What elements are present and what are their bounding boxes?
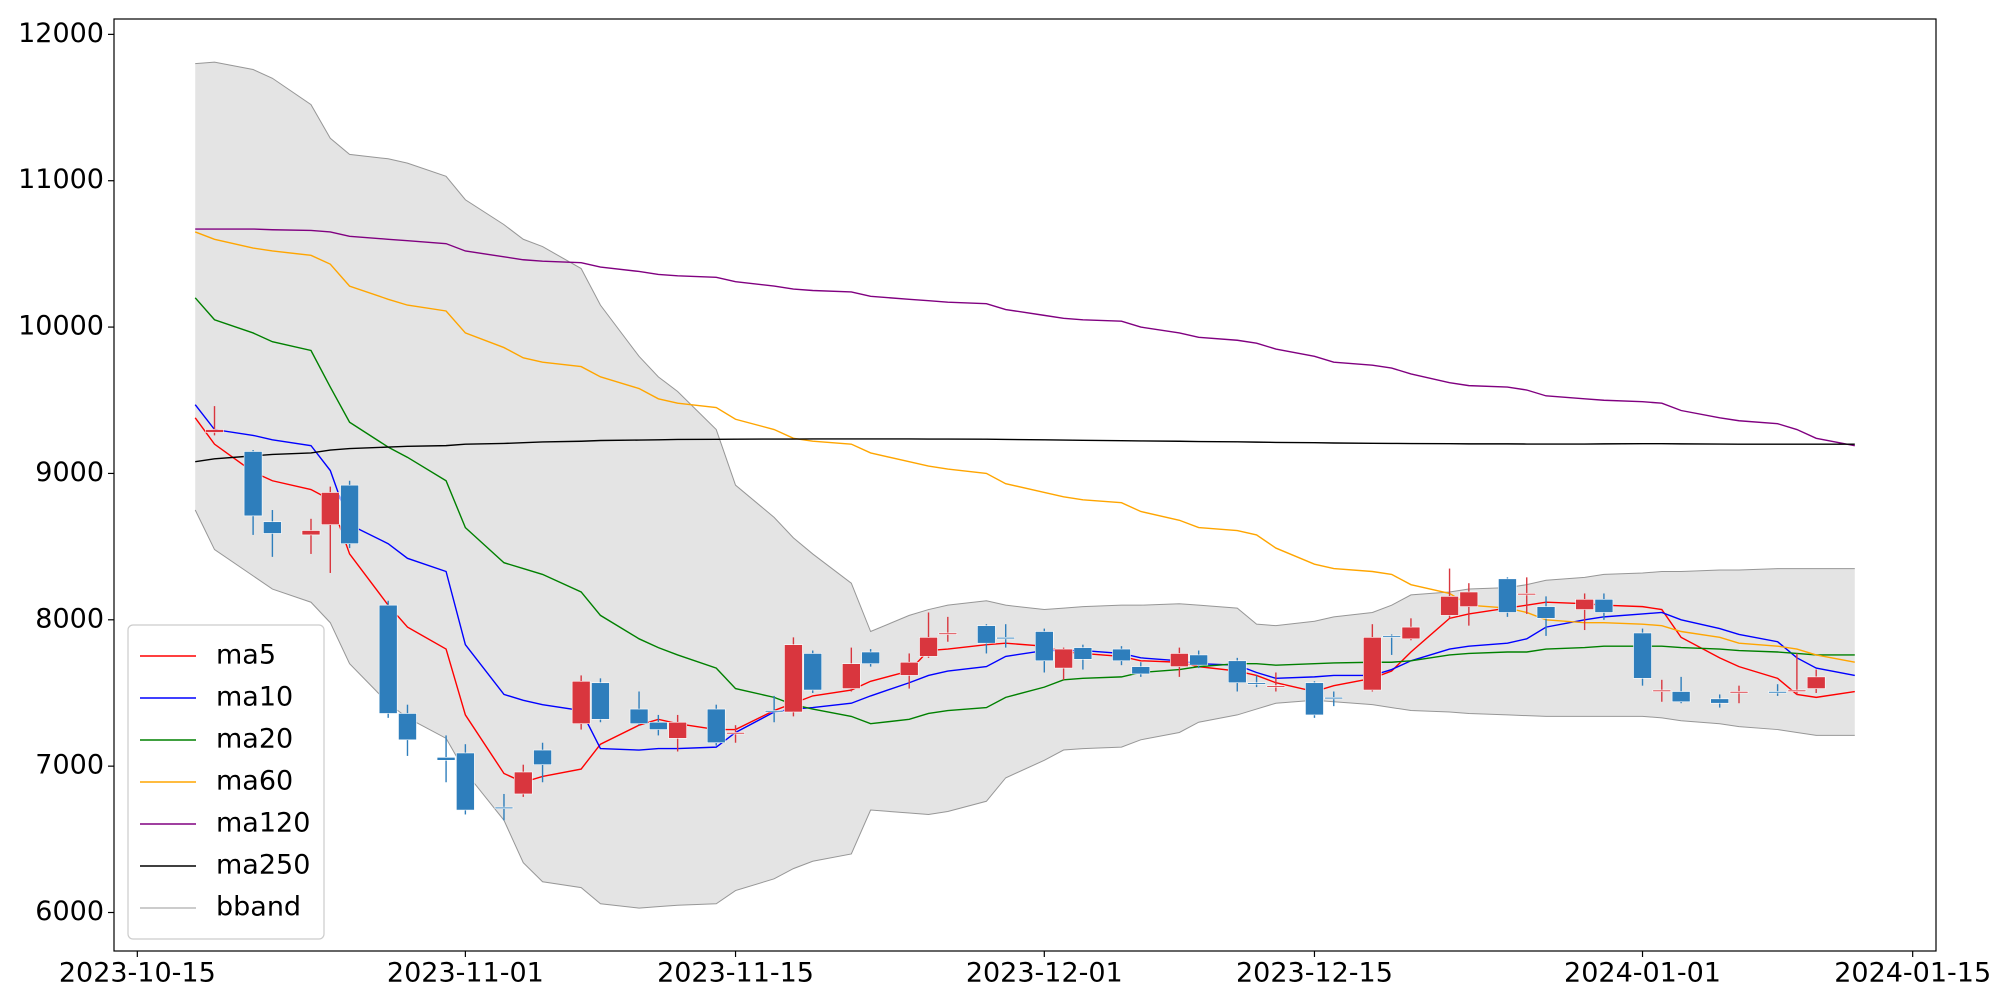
candle-body [649, 721, 668, 730]
bband-fill [195, 62, 1855, 909]
candle-body [1227, 660, 1247, 684]
candle-body [1459, 591, 1479, 607]
candle-body [1363, 637, 1382, 691]
candle-body [1806, 676, 1826, 689]
candle-body [1787, 689, 1807, 692]
bband-upper [195, 61, 1855, 633]
legend-label: ma5 [216, 640, 276, 671]
legend-label: ma250 [216, 850, 310, 881]
candle-body [1189, 654, 1208, 666]
candle-body [533, 749, 552, 765]
candle-body [977, 625, 996, 644]
candle-body [571, 680, 591, 725]
legend-label: ma120 [216, 808, 310, 839]
legend-label: ma60 [216, 766, 293, 797]
candle-body [301, 530, 321, 536]
candle-body [1073, 647, 1093, 660]
y-tick-label: 9000 [35, 457, 104, 488]
candle-body [340, 484, 359, 544]
x-tick-label: 2023-12-15 [1236, 958, 1393, 989]
candle-body [1324, 697, 1344, 700]
candle-body [1170, 653, 1189, 667]
axes-frame [113, 18, 1937, 952]
candle-body [205, 429, 224, 433]
candle-body [1594, 599, 1614, 613]
candle-body [938, 632, 958, 635]
candle-body [764, 710, 784, 713]
legend-box [127, 624, 325, 940]
candle-body [803, 653, 823, 691]
candle-body [1131, 666, 1151, 675]
legend-label: ma10 [216, 682, 293, 713]
candle-body [1768, 691, 1787, 694]
x-tick-label: 2023-11-01 [387, 958, 544, 989]
candle-body [1382, 635, 1401, 638]
ma-line [195, 438, 1855, 463]
y-tick-label: 12000 [18, 18, 104, 49]
y-tick-label: 11000 [18, 164, 104, 195]
candle-body [456, 752, 475, 811]
candle-body [1633, 632, 1652, 679]
candle-body [1498, 578, 1517, 613]
candle-body [1305, 682, 1324, 716]
x-tick-label: 2023-10-15 [59, 958, 216, 989]
y-tick-label: 6000 [35, 896, 104, 927]
candle-body [996, 637, 1016, 640]
candle-body [842, 663, 861, 689]
candle-body [378, 604, 398, 714]
candle-body [1710, 698, 1730, 704]
candle-body [919, 637, 938, 657]
plot-area [194, 61, 1855, 909]
candle-body [1440, 596, 1459, 616]
candle-body [668, 721, 687, 739]
ma-line [194, 404, 1855, 751]
legend-label: bband [216, 892, 301, 923]
candle-body [1266, 685, 1286, 688]
candle-body [398, 713, 417, 741]
y-tick-label: 8000 [35, 603, 104, 634]
x-tick-label: 2024-01-01 [1564, 958, 1721, 989]
legend-label: ma20 [216, 724, 293, 755]
x-tick-label: 2023-11-15 [657, 958, 814, 989]
x-tick-label: 2024-01-15 [1834, 958, 1991, 989]
candle-body [1034, 631, 1054, 662]
candle-body [861, 651, 880, 665]
y-tick-label: 7000 [35, 750, 104, 781]
candle-body [629, 708, 649, 725]
candle-body [243, 451, 263, 517]
candle-body [1054, 648, 1073, 669]
candle-body [320, 492, 340, 525]
candle-body [706, 708, 726, 744]
candle-body [591, 682, 610, 720]
ma-line [194, 231, 1855, 663]
x-tick-label: 2023-12-01 [966, 958, 1123, 989]
candle-body [494, 806, 514, 809]
candle-body [784, 644, 803, 713]
candle-body [1575, 599, 1594, 610]
ma-line [195, 228, 1855, 447]
candle-body [1536, 606, 1556, 619]
candle-body [1247, 682, 1266, 685]
candle-body [726, 732, 745, 735]
candle-body [1729, 691, 1749, 694]
candle-body [1517, 593, 1537, 596]
candle-body [1401, 626, 1421, 640]
candle-body [436, 757, 456, 761]
candle-body [263, 521, 282, 534]
candle-body [1671, 691, 1691, 703]
ma-line [194, 297, 1855, 725]
candle-body [1652, 689, 1672, 692]
candle-body [1112, 648, 1131, 662]
y-tick-label: 10000 [18, 311, 104, 342]
candle-body [899, 661, 919, 676]
candle-body [513, 771, 533, 795]
